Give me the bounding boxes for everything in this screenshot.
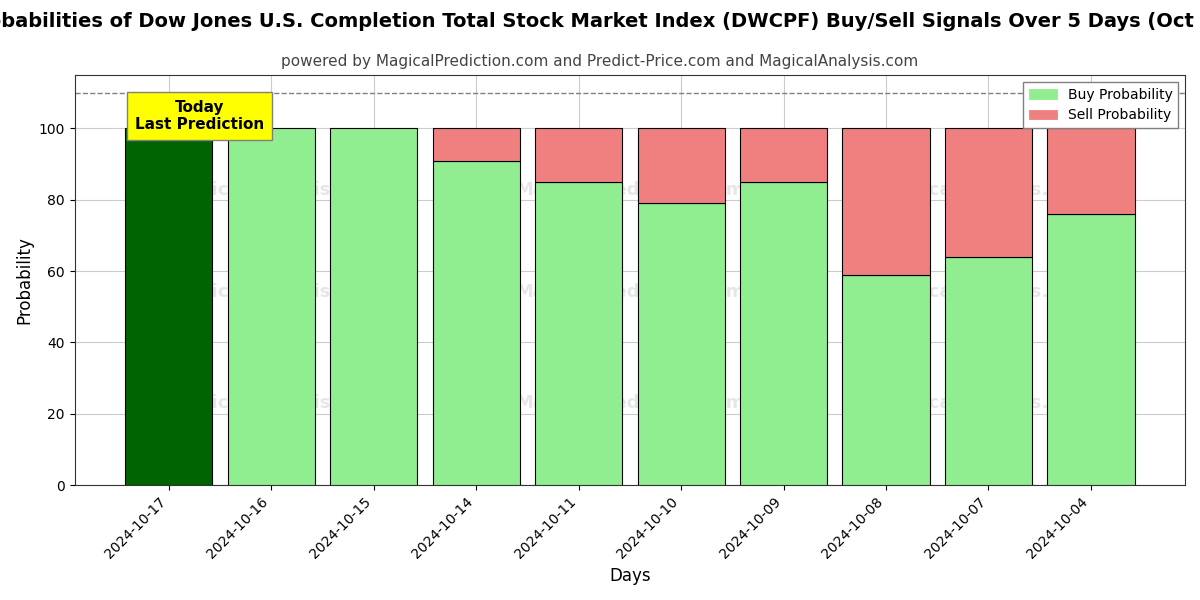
Bar xyxy=(1048,214,1134,485)
Text: MagicalAnalysis.com: MagicalAnalysis.com xyxy=(169,394,379,412)
Bar xyxy=(944,257,1032,485)
Bar xyxy=(432,128,520,161)
Y-axis label: Probability: Probability xyxy=(16,236,34,324)
Text: MagicalAnalysis.com: MagicalAnalysis.com xyxy=(169,181,379,199)
Text: Today
Last Prediction: Today Last Prediction xyxy=(134,100,264,133)
Bar xyxy=(637,203,725,485)
Bar xyxy=(1048,128,1134,214)
Legend: Buy Probability, Sell Probability: Buy Probability, Sell Probability xyxy=(1024,82,1178,128)
Text: Probabilities of Dow Jones U.S. Completion Total Stock Market Index (DWCPF) Buy/: Probabilities of Dow Jones U.S. Completi… xyxy=(0,12,1200,31)
Bar xyxy=(432,161,520,485)
X-axis label: Days: Days xyxy=(610,567,650,585)
Bar xyxy=(125,128,212,485)
Bar xyxy=(740,182,827,485)
Bar xyxy=(944,128,1032,257)
Text: MagicalPrediction.com: MagicalPrediction.com xyxy=(515,283,744,301)
Text: MagicalAnalysis.com: MagicalAnalysis.com xyxy=(881,283,1090,301)
Bar xyxy=(842,128,930,275)
Bar xyxy=(535,128,622,182)
Bar xyxy=(842,275,930,485)
Text: MagicalAnalysis.com: MagicalAnalysis.com xyxy=(169,283,379,301)
Text: MagicalAnalysis.com: MagicalAnalysis.com xyxy=(881,394,1090,412)
Text: MagicalAnalysis.com: MagicalAnalysis.com xyxy=(881,181,1090,199)
Bar xyxy=(330,128,418,485)
Text: powered by MagicalPrediction.com and Predict-Price.com and MagicalAnalysis.com: powered by MagicalPrediction.com and Pre… xyxy=(281,54,919,69)
Bar xyxy=(637,128,725,203)
Bar xyxy=(535,182,622,485)
Text: MagicalPrediction.com: MagicalPrediction.com xyxy=(515,394,744,412)
Bar xyxy=(740,128,827,182)
Bar xyxy=(228,128,314,485)
Text: MagicalPrediction.com: MagicalPrediction.com xyxy=(515,181,744,199)
